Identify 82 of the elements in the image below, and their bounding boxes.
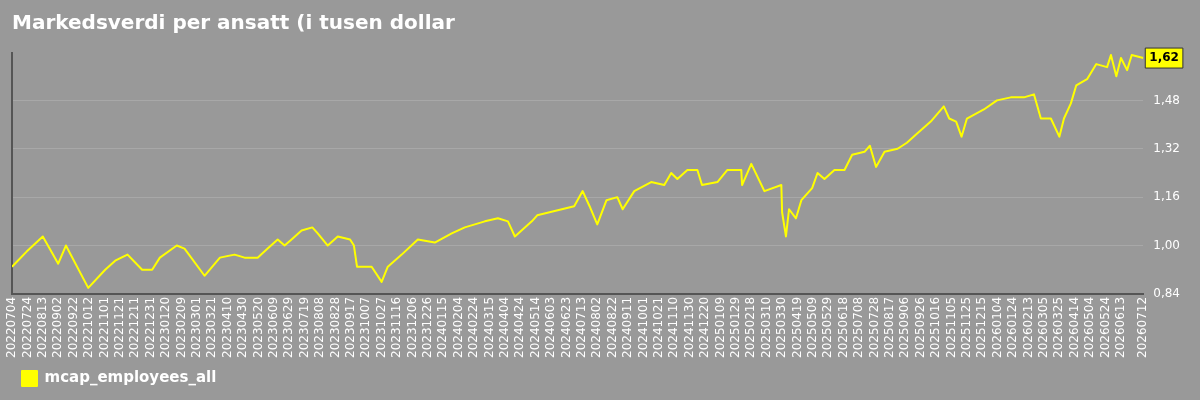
x-tick-label: 20221101: [96, 296, 111, 358]
x-tick-label: 20231027: [373, 296, 388, 358]
x-tick-label: 20230808: [312, 296, 327, 358]
x-tick-label: 20250218: [743, 296, 758, 358]
x-tick-label: 20240424: [512, 296, 527, 358]
legend-label: mcap_employees_all: [44, 368, 217, 387]
x-tick-label: 20260213: [1020, 296, 1035, 358]
x-tick-label: 20220813: [34, 296, 49, 358]
x-tick-label: 20240315: [481, 296, 496, 358]
x-tick-label: 20241220: [697, 296, 712, 358]
x-tick-label: 20231007: [358, 296, 373, 358]
x-tick-label: 20240204: [450, 296, 465, 358]
x-tick-label: 20221121: [111, 296, 126, 358]
y-tick-label: 1,00: [1153, 237, 1180, 252]
x-tick-label: 20250708: [851, 296, 866, 358]
x-tick-label: 20230917: [342, 296, 357, 358]
x-tick-label: 20260504: [1082, 296, 1097, 358]
x-tick-label: 20250817: [882, 296, 897, 358]
x-tick-label: 20240623: [558, 296, 573, 358]
annotation: 1,62: [1149, 50, 1179, 65]
x-tick-label: 20250109: [712, 296, 727, 358]
x-tick-label: 20241021: [651, 296, 666, 358]
x-tick-label: 20230301: [188, 296, 203, 358]
x-tick-label: 20240404: [496, 296, 511, 358]
x-tick-label: 20220704: [4, 296, 19, 358]
x-tick-label: 20240911: [620, 296, 635, 358]
x-tick-label: 20260712: [1135, 296, 1150, 358]
x-tick-label: 20230629: [281, 296, 296, 358]
x-tick-label: 20250509: [805, 296, 820, 358]
x-tick-label: 20230321: [204, 296, 219, 358]
x-tick-label: 20260325: [1051, 296, 1066, 358]
x-tick-label: 20230609: [265, 296, 280, 358]
x-tick-label: 20251016: [928, 296, 943, 358]
x-tick-label: 20260613: [1113, 296, 1128, 358]
x-tick-label: 20240115: [435, 296, 450, 358]
x-tick-label: 20251125: [959, 296, 974, 358]
x-tick-label: 20251105: [943, 296, 958, 358]
x-tick-label: 20260124: [1005, 296, 1020, 358]
x-tick-label: 20250129: [728, 296, 743, 358]
x-tick-label: 20221012: [81, 296, 96, 358]
x-tick-label: 20220922: [65, 296, 80, 358]
x-tick-label: 20260305: [1036, 296, 1051, 358]
x-tick-label: 20240514: [527, 296, 542, 358]
x-tick-label: 20230209: [173, 296, 188, 358]
x-tick-label: 20240802: [589, 296, 604, 358]
x-tick-label: 20230410: [219, 296, 234, 358]
x-tick-label: 20250419: [789, 296, 804, 358]
x-tick-label: 20260414: [1066, 296, 1081, 358]
x-tick-label: 20231226: [419, 296, 434, 358]
x-tick-label: 20230120: [158, 296, 173, 358]
x-tick-label: 20230719: [296, 296, 311, 358]
x-tick-label: 20231206: [404, 296, 419, 358]
x-tick-label: 20250728: [866, 296, 881, 358]
x-tick-label: 20260524: [1097, 296, 1112, 358]
y-tick-label: 1,48: [1153, 92, 1180, 107]
x-tick-label: 20250529: [820, 296, 835, 358]
x-tick-label: 20250618: [835, 296, 850, 358]
x-tick-label: 20251215: [974, 296, 989, 358]
x-tick-label: 20240603: [543, 296, 558, 358]
x-tick-label: 20250330: [774, 296, 789, 358]
x-tick-label: 20250926: [912, 296, 927, 358]
x-tick-label: 20240822: [604, 296, 619, 358]
y-tick-label: 1,32: [1153, 140, 1180, 155]
x-tick-label: 20260104: [989, 296, 1004, 358]
x-tick-label: 20230430: [235, 296, 250, 358]
x-tick-label: 20221211: [127, 296, 142, 358]
x-tick-label: 20250310: [758, 296, 773, 358]
x-tick-label: 20241001: [635, 296, 650, 358]
x-tick-label: 20221231: [142, 296, 157, 358]
x-tick-label: 20241110: [666, 296, 681, 358]
x-tick-label: 20250906: [897, 296, 912, 358]
x-tick-label: 20230520: [250, 296, 265, 358]
x-tick-label: 20220724: [19, 296, 34, 358]
x-tick-label: 20240224: [466, 296, 481, 358]
chart-title: Markedsverdi per ansatt (i tusen dollar: [12, 10, 456, 35]
y-tick-label: 1,16: [1153, 189, 1180, 204]
x-tick-label: 20241130: [681, 296, 696, 358]
x-tick-label: 20240713: [574, 296, 588, 358]
x-tick-label: 20220902: [50, 296, 65, 358]
x-tick-label: 20230828: [327, 296, 342, 358]
x-tick-label: 20231116: [389, 296, 404, 358]
y-tick-label: 0,84: [1153, 286, 1180, 301]
